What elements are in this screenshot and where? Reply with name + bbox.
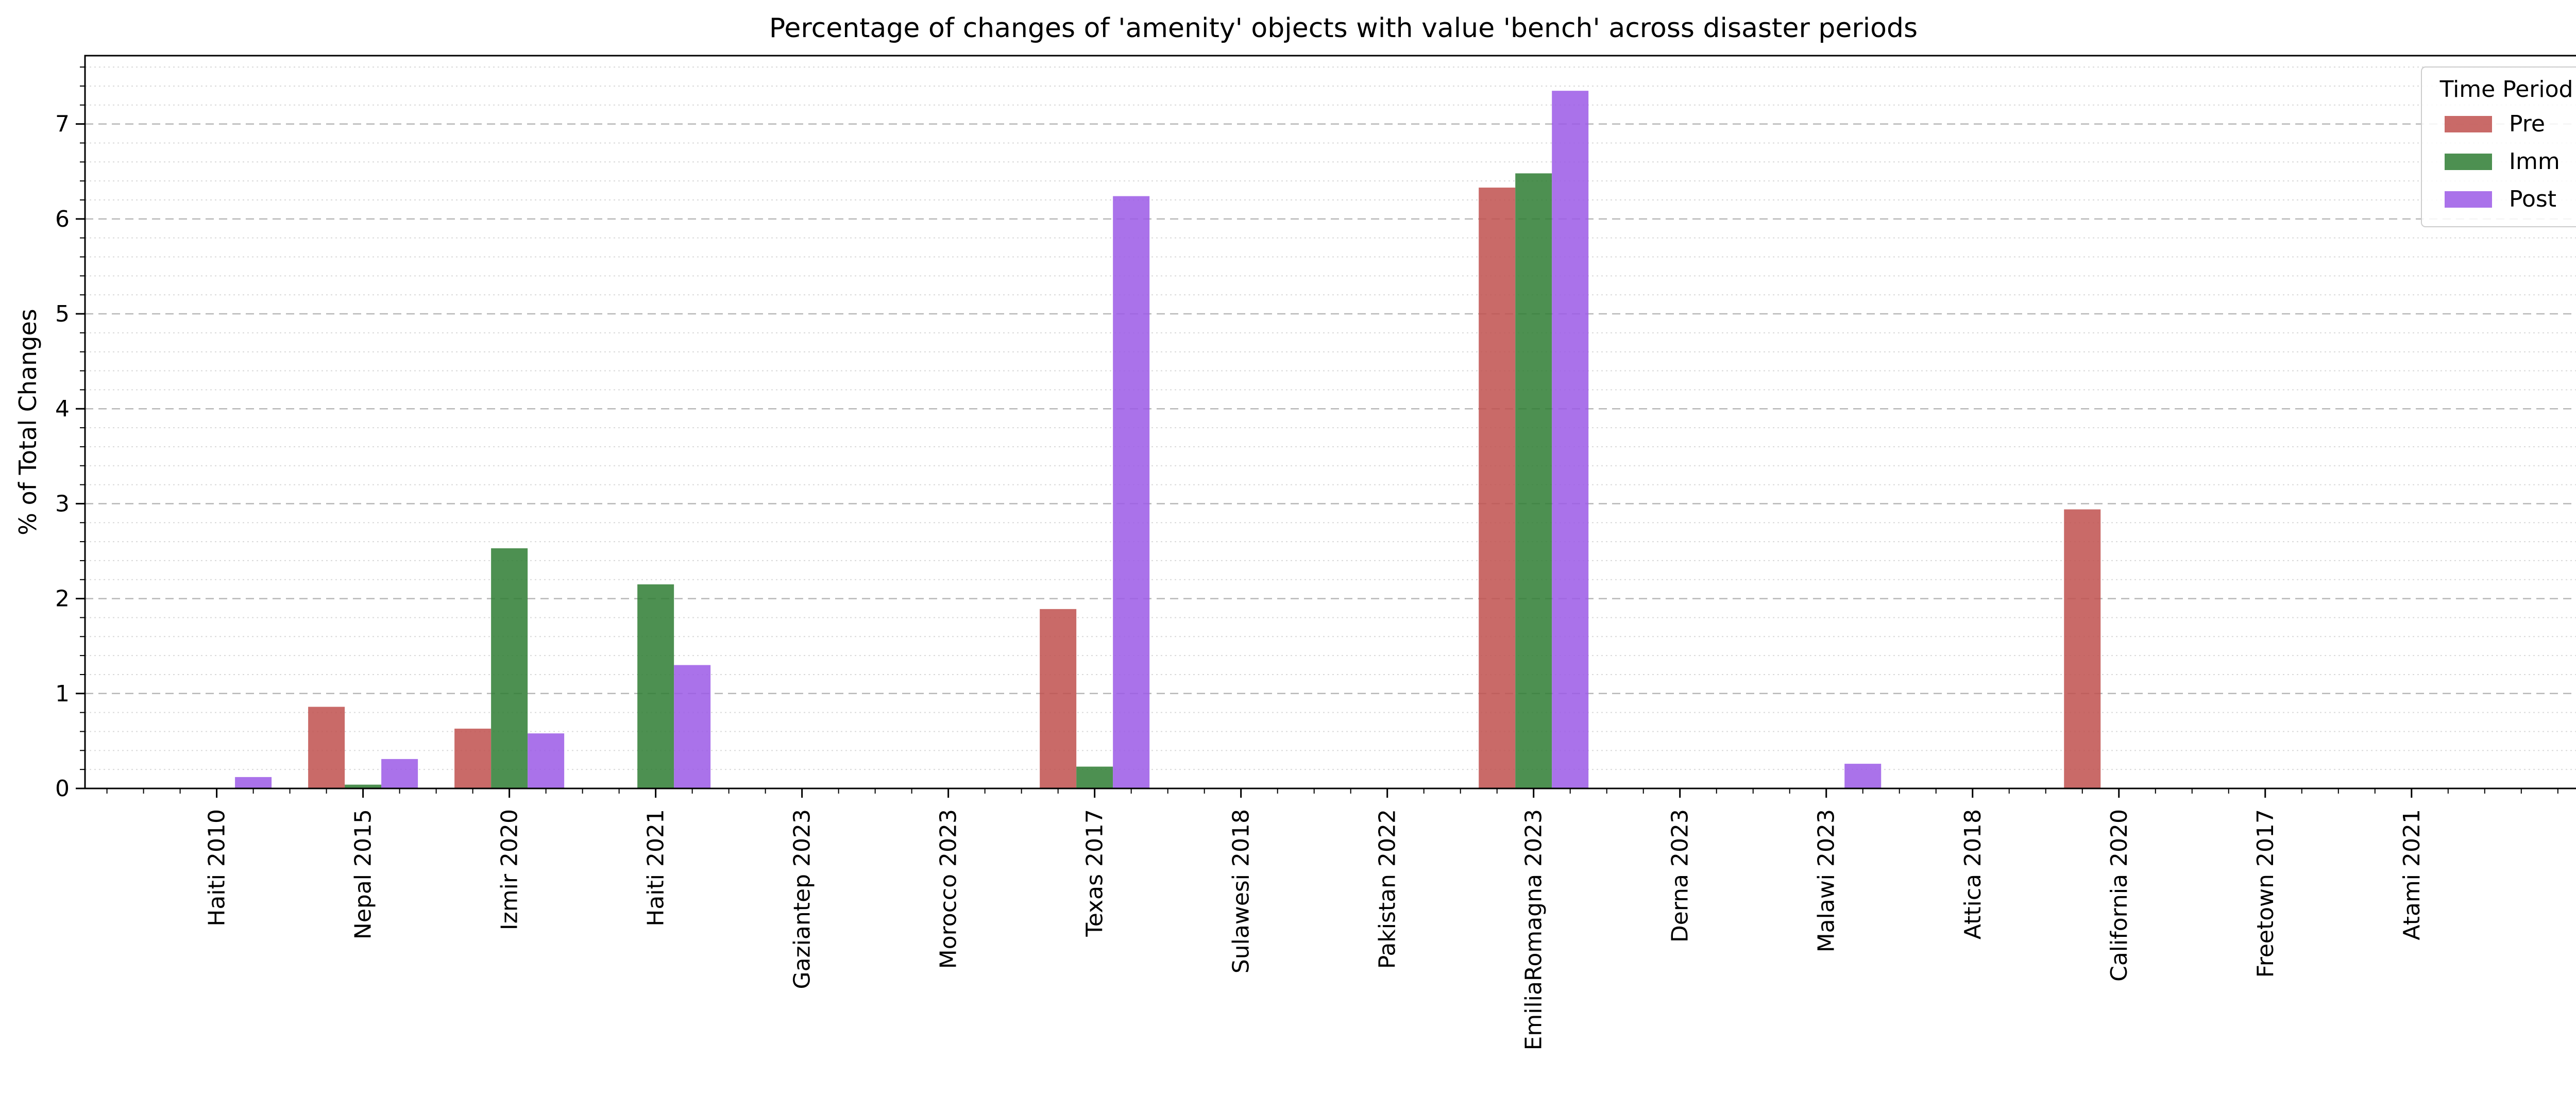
x-tick-label: Derna 2023 (1667, 809, 1693, 943)
x-tick-label: California 2020 (2106, 809, 2132, 982)
legend-label-imm: Imm (2509, 148, 2560, 175)
x-tick-label: Attica 2018 (1960, 809, 1986, 939)
bar-post-emiliaromagna-2023 (1552, 91, 1589, 789)
x-tick-label: Atami 2021 (2399, 809, 2425, 940)
bar-imm-emiliaromagna-2023 (1515, 173, 1552, 788)
x-tick-label: Haiti 2021 (643, 809, 669, 927)
x-tick-label: Nepal 2015 (350, 809, 377, 939)
y-tick-label: 1 (55, 681, 70, 707)
bar-imm-haiti-2021 (637, 584, 674, 788)
bar-post-haiti-2010 (235, 777, 272, 788)
legend-title: Time Period (2439, 76, 2573, 103)
x-tick-label: Izmir 2020 (497, 809, 523, 930)
y-axis-label: % of Total Changes (14, 309, 42, 535)
x-tick-label: Freetown 2017 (2252, 809, 2279, 978)
ticks-layer: 0 1 2 3 4 5 6 7 Haiti 2010 Nepal 2015 Izmir 2020 Ha… (55, 66, 2558, 1050)
x-tick-label: Morocco 2023 (936, 809, 962, 969)
y-tick-label: 2 (55, 586, 70, 612)
y-tick-label: 5 (55, 301, 70, 327)
bar-post-texas-2017 (1113, 196, 1150, 789)
y-tick-label: 6 (55, 206, 70, 232)
bar-pre-texas-2017 (1040, 609, 1077, 788)
y-tick-label: 0 (55, 776, 70, 802)
x-tick-label: Malawi 2023 (1814, 809, 1840, 952)
bar-post-malawi-2023 (1844, 764, 1882, 788)
y-tick-label: 3 (55, 491, 70, 517)
bar-pre-emiliaromagna-2023 (1479, 188, 1516, 788)
x-tick-label: Sulawesi 2018 (1228, 809, 1255, 973)
y-tick-label: 4 (55, 396, 70, 422)
legend-label-pre: Pre (2509, 111, 2545, 137)
bars-layer (235, 91, 2101, 789)
chart-title: Percentage of changes of 'amenity' objec… (769, 13, 1918, 44)
bar-pre-nepal-2015 (308, 707, 345, 788)
plot-frame (84, 55, 2576, 789)
bar-post-nepal-2015 (381, 759, 418, 788)
grid-layer (85, 66, 2576, 770)
bar-imm-nepal-2015 (345, 784, 382, 788)
legend-swatch-post (2445, 191, 2492, 208)
bar-pre-izmir-2020 (454, 728, 492, 788)
bar-post-izmir-2020 (528, 733, 565, 788)
y-tick-label: 7 (55, 111, 70, 138)
bar-imm-izmir-2020 (491, 548, 528, 788)
legend-box (2421, 66, 2576, 227)
legend: Time Period Pre Imm Post (2421, 66, 2576, 227)
bar-post-haiti-2021 (674, 665, 711, 788)
x-tick-label: Gaziantep 2023 (789, 809, 816, 989)
x-tick-label: Pakistan 2022 (1375, 809, 1401, 969)
legend-swatch-imm (2445, 154, 2492, 170)
x-tick-label: Texas 2017 (1082, 809, 1108, 937)
legend-swatch-pre (2445, 116, 2492, 132)
bar-pre-california-2020 (2064, 509, 2101, 788)
bar-imm-texas-2017 (1076, 766, 1113, 788)
x-tick-label: EmiliaRomagna 2023 (1521, 809, 1547, 1050)
legend-label-post: Post (2509, 186, 2556, 212)
x-tick-label: Haiti 2010 (204, 809, 230, 927)
axes-layer (84, 55, 2576, 789)
